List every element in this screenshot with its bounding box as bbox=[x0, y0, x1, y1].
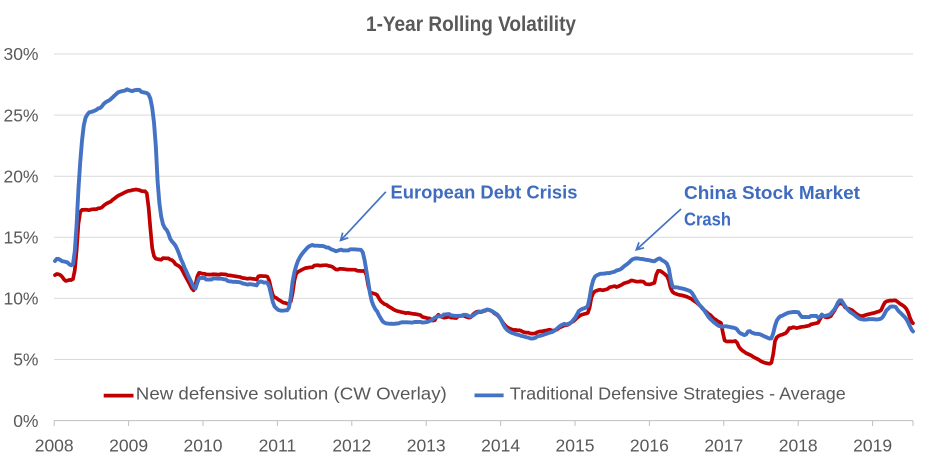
svg-text:1-Year Rolling Volatility: 1-Year Rolling Volatility bbox=[366, 13, 576, 36]
svg-text:2009: 2009 bbox=[109, 436, 148, 456]
svg-text:European Debt Crisis: European Debt Crisis bbox=[391, 183, 578, 203]
svg-text:2018: 2018 bbox=[779, 436, 818, 456]
svg-text:2019: 2019 bbox=[853, 436, 892, 456]
svg-text:2016: 2016 bbox=[630, 436, 669, 456]
svg-text:Crash: Crash bbox=[684, 210, 731, 230]
svg-text:2010: 2010 bbox=[184, 436, 223, 456]
svg-text:25%: 25% bbox=[3, 105, 38, 125]
svg-text:0%: 0% bbox=[13, 411, 38, 431]
svg-text:New defensive solution (CW Ove: New defensive solution (CW Overlay) bbox=[136, 383, 447, 403]
svg-text:2017: 2017 bbox=[704, 436, 743, 456]
svg-text:2015: 2015 bbox=[556, 436, 595, 456]
svg-text:2008: 2008 bbox=[35, 436, 74, 456]
svg-text:China Stock Market: China Stock Market bbox=[684, 183, 860, 203]
svg-text:2012: 2012 bbox=[332, 436, 371, 456]
svg-text:20%: 20% bbox=[3, 166, 38, 186]
svg-text:2013: 2013 bbox=[407, 436, 446, 456]
svg-text:2011: 2011 bbox=[259, 436, 297, 456]
svg-text:5%: 5% bbox=[13, 350, 38, 370]
svg-text:10%: 10% bbox=[3, 289, 38, 309]
svg-text:2014: 2014 bbox=[481, 436, 520, 456]
svg-text:30%: 30% bbox=[3, 44, 38, 64]
svg-text:Traditional Defensive Strategi: Traditional Defensive Strategies - Avera… bbox=[510, 383, 846, 403]
svg-text:15%: 15% bbox=[3, 228, 38, 248]
